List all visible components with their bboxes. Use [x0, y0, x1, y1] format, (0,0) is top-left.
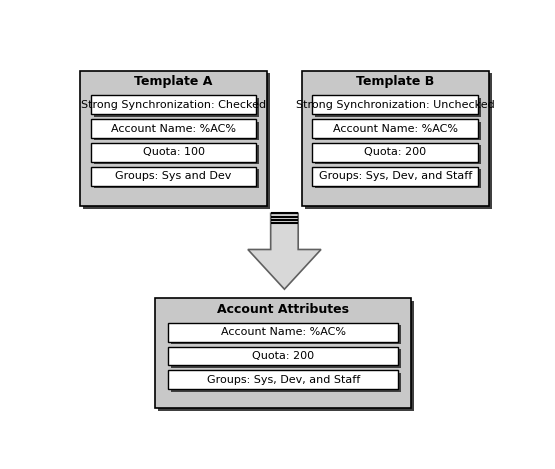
Text: Quota: 200: Quota: 200 [253, 351, 315, 361]
Bar [171, 349, 401, 368]
Bar [94, 121, 260, 140]
Text: Template A: Template A [134, 75, 213, 88]
Bar [83, 73, 270, 209]
Bar [158, 301, 415, 411]
Bar [168, 371, 398, 389]
Text: Quota: 200: Quota: 200 [364, 147, 426, 157]
Bar [302, 71, 489, 206]
Bar [91, 167, 256, 186]
Bar [305, 73, 492, 209]
Bar [80, 71, 268, 206]
Text: Groups: Sys, Dev, and Staff: Groups: Sys, Dev, and Staff [319, 171, 472, 181]
Text: Groups: Sys and Dev: Groups: Sys and Dev [115, 171, 232, 181]
Bar [171, 373, 401, 392]
Bar [171, 325, 401, 344]
Bar [312, 95, 478, 114]
Text: Account Name: %AC%: Account Name: %AC% [221, 327, 346, 337]
Bar [312, 167, 478, 186]
Bar [315, 121, 481, 140]
Text: Account Name: %AC%: Account Name: %AC% [332, 123, 458, 134]
Text: Groups: Sys, Dev, and Staff: Groups: Sys, Dev, and Staff [206, 375, 360, 385]
Bar [312, 143, 478, 162]
Bar [315, 98, 481, 117]
Text: Account Attributes: Account Attributes [218, 303, 349, 316]
Text: Strong Synchronization: Checked: Strong Synchronization: Checked [81, 100, 266, 110]
Bar [315, 169, 481, 188]
Bar [91, 143, 256, 162]
Polygon shape [248, 213, 321, 289]
Bar [315, 145, 481, 164]
Bar [168, 323, 398, 341]
Bar [91, 119, 256, 138]
Bar [168, 347, 398, 365]
Bar [155, 298, 411, 408]
Bar [94, 145, 260, 164]
Text: Template B: Template B [356, 75, 435, 88]
Bar [312, 119, 478, 138]
Bar [94, 98, 260, 117]
Bar [94, 169, 260, 188]
Bar [91, 95, 256, 114]
Text: Strong Synchronization: Unchecked: Strong Synchronization: Unchecked [296, 100, 495, 110]
Text: Account Name: %AC%: Account Name: %AC% [111, 123, 236, 134]
Text: Quota: 100: Quota: 100 [143, 147, 205, 157]
